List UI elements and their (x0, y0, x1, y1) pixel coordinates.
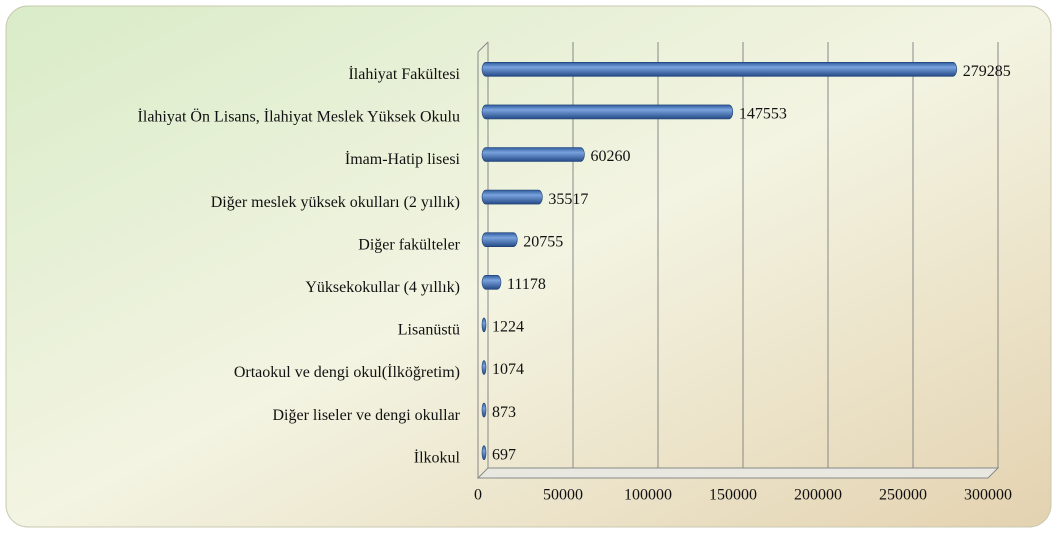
bar (481, 402, 487, 418)
bar (481, 445, 487, 461)
y-tick-label: İlahiyat Ön Lisans, İlahiyat Meslek Yüks… (138, 108, 460, 126)
data-label: 1224 (492, 319, 524, 336)
y-tick-label: Diğer liseler ve dengi okullar (273, 407, 461, 424)
bar (481, 189, 543, 205)
data-label: 20755 (523, 233, 563, 250)
bar (481, 317, 487, 333)
y-tick-label: Diğer fakülteler (358, 236, 460, 253)
y-tick-label: Ortaokul ve dengi okul(İlköğretim) (234, 363, 460, 381)
x-tick-label: 200000 (794, 487, 842, 504)
bar (481, 104, 734, 120)
x-tick-label: 50000 (543, 487, 583, 504)
y-tick-label: Lisanüstü (398, 322, 460, 339)
x-tick-label: 0 (474, 487, 482, 504)
y-tick-label: Diğer meslek yüksek okulları (2 yıllık) (211, 194, 460, 211)
bar (481, 147, 585, 162)
data-label: 35517 (548, 191, 588, 208)
x-tick-label: 250000 (879, 487, 927, 504)
axis-line (477, 41, 489, 53)
x-tick-label: 100000 (624, 487, 672, 504)
data-label: 147553 (739, 106, 787, 123)
data-label: 697 (492, 446, 516, 463)
bar (481, 360, 487, 375)
data-label: 60260 (590, 148, 630, 165)
bar (481, 61, 958, 77)
data-label: 279285 (963, 63, 1011, 80)
x-tick-label: 300000 (964, 487, 1012, 504)
x-tick-label: 150000 (709, 487, 757, 504)
background (5, 5, 1052, 528)
floor (476, 467, 1000, 479)
data-label: 11178 (507, 276, 546, 293)
y-tick-label: Yüksekokullar (4 yıllık) (305, 279, 460, 296)
y-tick-label: İmam-Hatip lisesi (345, 150, 461, 168)
bar (481, 274, 502, 290)
data-label: 873 (492, 404, 516, 421)
y-tick-label: İlahiyat Fakültesi (348, 65, 460, 83)
bar (481, 232, 518, 247)
y-tick-label: İlkokul (414, 448, 461, 466)
data-label: 1074 (492, 361, 524, 378)
